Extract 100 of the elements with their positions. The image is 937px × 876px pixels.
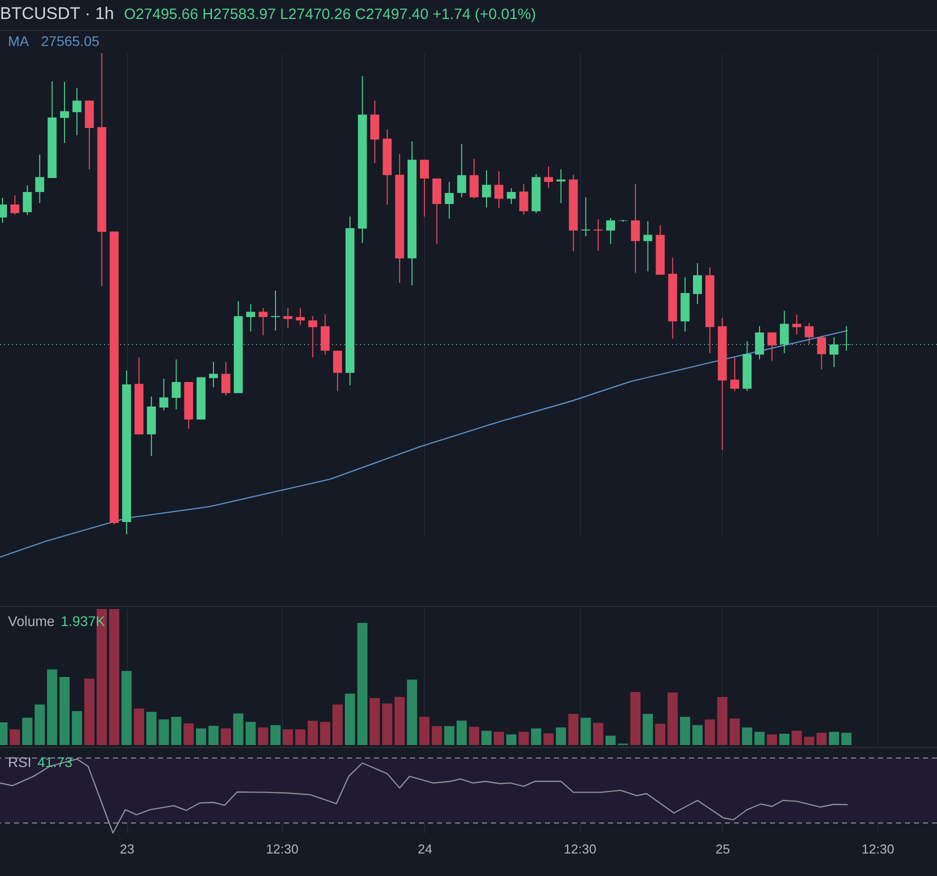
candlestick <box>308 316 318 358</box>
bar <box>518 732 529 745</box>
bar <box>766 734 778 745</box>
bar <box>568 714 578 745</box>
candlestick <box>246 304 256 332</box>
bar <box>543 733 554 745</box>
bar <box>270 725 281 745</box>
candlestick <box>283 307 292 329</box>
bar <box>642 714 653 745</box>
candlestick <box>594 218 603 252</box>
candlestick <box>544 166 554 189</box>
bar <box>122 671 132 745</box>
bar <box>630 692 641 745</box>
bar <box>208 726 219 745</box>
bar <box>580 718 591 745</box>
text: O27495.66 H27583.97 L27470.26 C27497.40 +1.74 (+0.01%) <box>124 6 536 23</box>
bar <box>22 718 32 745</box>
bar <box>59 677 70 745</box>
text: MA <box>8 33 29 49</box>
bar <box>233 713 244 745</box>
candlestick <box>296 307 305 326</box>
bar <box>394 696 405 745</box>
bar <box>531 728 542 745</box>
candlestick <box>755 326 764 360</box>
bar <box>196 728 206 745</box>
bar <box>10 729 20 745</box>
bar <box>828 732 840 745</box>
candlestick <box>420 159 429 218</box>
bar <box>816 732 827 745</box>
bar <box>419 716 430 745</box>
bar <box>134 708 144 745</box>
candlestick <box>172 358 181 410</box>
bar <box>84 678 94 745</box>
x-tick-label: 24 <box>418 842 432 856</box>
chart-title: RSI <box>8 754 32 770</box>
x-tick-label: 12:30 <box>564 842 596 856</box>
bar <box>258 727 268 745</box>
candlestick <box>830 336 838 368</box>
bar <box>246 722 256 745</box>
candlestick <box>271 290 280 332</box>
bar <box>481 730 492 745</box>
candlestick <box>581 196 590 237</box>
bar <box>184 723 194 745</box>
bar <box>34 704 45 745</box>
bar <box>692 725 703 745</box>
candlestick <box>519 183 528 216</box>
bar <box>72 711 82 745</box>
candlestick <box>470 158 479 200</box>
candlestick <box>482 170 491 208</box>
bar <box>779 734 790 745</box>
candlestick <box>556 168 566 204</box>
bar <box>742 727 752 745</box>
bar <box>308 720 318 745</box>
candlestick <box>842 326 851 352</box>
candlestick <box>457 143 466 198</box>
bar <box>468 726 480 745</box>
bar <box>158 719 169 745</box>
x-tick-label: 12:30 <box>266 842 298 856</box>
candlestick <box>60 81 70 144</box>
bar <box>47 669 58 745</box>
candlestick <box>35 154 44 204</box>
candlestick <box>730 356 740 392</box>
candlestick <box>643 220 652 272</box>
chart-title: Volume <box>8 613 55 629</box>
bar <box>370 698 380 745</box>
bar <box>680 716 690 745</box>
bar <box>382 704 392 745</box>
bar <box>332 704 343 745</box>
bar <box>730 718 740 745</box>
candlestick <box>693 262 702 305</box>
candlestick <box>780 310 789 354</box>
candlestick <box>221 361 230 396</box>
candlestick <box>72 88 82 136</box>
x-tick-label: 25 <box>716 842 730 856</box>
bar <box>456 720 467 745</box>
bar <box>357 622 368 745</box>
bar <box>444 726 454 745</box>
candlestick <box>630 183 640 274</box>
bar <box>717 696 728 745</box>
bar <box>655 724 666 745</box>
candlestick <box>506 188 516 205</box>
bar <box>593 722 604 745</box>
x-tick-label: 23 <box>120 842 134 856</box>
bar <box>406 680 418 745</box>
bar <box>109 609 120 745</box>
candlestick <box>258 307 268 336</box>
bar <box>841 732 852 745</box>
bar <box>320 722 330 745</box>
bar <box>295 729 306 745</box>
candlestick <box>804 322 814 345</box>
bar <box>704 719 715 745</box>
bar <box>432 726 442 745</box>
bar <box>668 692 678 745</box>
candlestick <box>767 332 776 362</box>
bar <box>494 732 504 745</box>
candlestick <box>10 194 20 216</box>
bar <box>556 727 566 745</box>
candlestick <box>333 350 342 392</box>
x-tick-label: 12:30 <box>862 842 894 856</box>
bar <box>344 694 356 745</box>
